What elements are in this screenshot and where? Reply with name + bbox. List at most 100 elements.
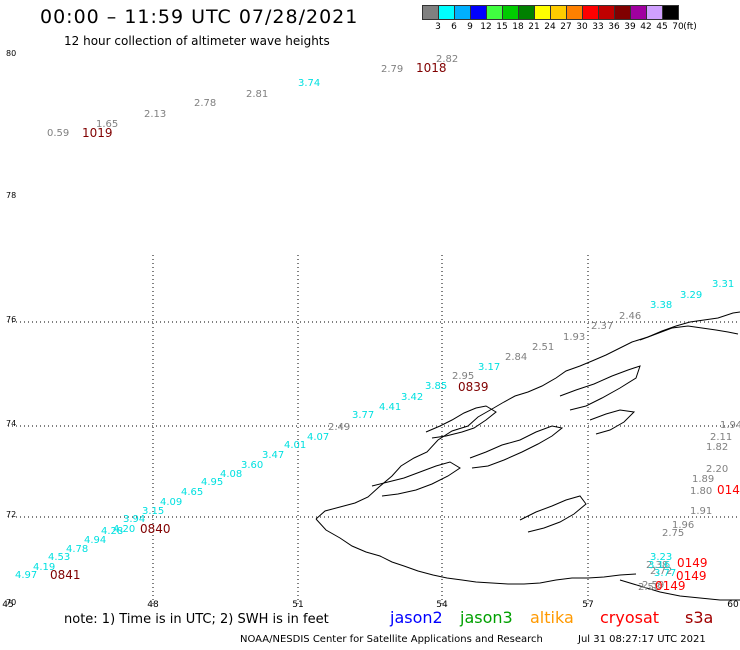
swh-label: 3.94 — [123, 514, 145, 525]
lat-label: 74 — [6, 419, 16, 428]
swh-label: 1.93 — [563, 332, 585, 343]
greenland-coastline — [315, 311, 740, 601]
swh-label: 4.07 — [307, 432, 329, 443]
legend-unit: (ft) — [683, 22, 697, 32]
legend-label: 21 — [528, 22, 540, 32]
swh-label: 2.38 — [646, 560, 668, 571]
swh-label: 4.28 — [101, 526, 123, 537]
time-label: 1018 — [416, 61, 447, 75]
swh-label: 4.95 — [201, 477, 223, 488]
fjord-7 — [519, 495, 587, 533]
fjord-4 — [559, 365, 641, 411]
swh-label: 2.59 — [642, 580, 664, 591]
legend-label: 33 — [592, 22, 604, 32]
swh-label: 2.51 — [532, 342, 554, 353]
fjord-5 — [639, 325, 739, 341]
swh-label: 0.59 — [47, 128, 69, 139]
legend-label: 6 — [451, 22, 457, 32]
legend-label: 70 — [672, 22, 684, 32]
swh-label: 3.74 — [298, 78, 320, 89]
coastline-inner — [315, 518, 637, 585]
swh-label: 4.97 — [15, 570, 37, 581]
swh-label: 2.46 — [619, 311, 641, 322]
legend-label: 27 — [560, 22, 572, 32]
swh-label: 3.15 — [142, 506, 164, 517]
time-label: 0841 — [50, 568, 81, 582]
swh-label: 2.13 — [144, 109, 166, 120]
lat-label: 78 — [6, 191, 16, 200]
swh-label: 2.81 — [246, 89, 268, 100]
sat-altika-label: altika — [530, 608, 574, 627]
time-label: 1019 — [82, 126, 113, 140]
legend-label: 36 — [608, 22, 620, 32]
color-legend: 3 6 9 12 15 18 21 24 27 30 33 36 39 42 45 70 (ft) — [422, 5, 740, 34]
swh-label: 4.78 — [66, 544, 88, 555]
swh-label: 3.31 — [712, 279, 734, 290]
legend-label: 39 — [624, 22, 636, 32]
legend-label: 42 — [640, 22, 652, 32]
time-label: 014 — [717, 483, 740, 497]
swh-label: 4.08 — [220, 469, 242, 480]
swh-label: 1.94 — [720, 420, 740, 431]
swh-label: 3.85 — [425, 381, 447, 392]
swh-label: 3.16 — [648, 560, 670, 571]
swh-label: 3.23 — [650, 552, 672, 563]
swh-label: 4.01 — [284, 440, 306, 451]
swh-label: 2.72 — [650, 566, 672, 577]
swh-label: 2.82 — [436, 54, 458, 65]
swh-label: 2.37 — [591, 321, 613, 332]
swh-label: 3.17 — [478, 362, 500, 373]
swh-label: 2.84 — [505, 352, 527, 363]
swh-label: 3.29 — [680, 290, 702, 301]
lat-label: 80 — [6, 49, 16, 58]
swh-label: 2.20 — [706, 464, 728, 475]
track-labels: 0.59 1.65 2.13 2.78 2.81 2.79 2.82 3.74 4.974.19… — [15, 54, 740, 593]
swh-label: 1.91 — [690, 506, 712, 517]
sat-s3a-label: s3a — [685, 608, 714, 627]
swh-label: 4.65 — [181, 487, 203, 498]
lat-label: 72 — [6, 510, 16, 519]
swh-label: 3.42 — [401, 392, 423, 403]
swh-label: 2.78 — [194, 98, 216, 109]
swh-label: 1.82 — [706, 442, 728, 453]
coastline-main — [315, 311, 740, 520]
swh-label: 3.38 — [650, 300, 672, 311]
sat-cryosat-label: cryosat — [600, 608, 660, 627]
swh-label: 1.96 — [672, 520, 694, 531]
time-label: 0839 — [458, 380, 489, 394]
legend-label: 45 — [656, 22, 668, 32]
fjord-2 — [469, 425, 564, 469]
swh-label: 2.11 — [710, 432, 732, 443]
lat-label: 76 — [6, 315, 16, 324]
swh-label: 1.89 — [692, 474, 714, 485]
sat-jason2-label: jason2 — [390, 608, 443, 627]
swh-label: 1.80 — [690, 486, 712, 497]
lat-label: 70 — [6, 598, 16, 607]
swh-label: 2.58 — [638, 582, 660, 593]
swh-label: 2.49 — [328, 422, 350, 433]
legend-label: 24 — [544, 22, 556, 32]
swh-label: 4.09 — [160, 497, 182, 508]
legend-labels: 3 6 9 12 15 18 21 24 27 30 33 36 39 42 45 70 (ft) — [422, 20, 740, 34]
axis-labels: 45 48 51 54 57 60 80 78 76 74 72 70 — [2, 49, 739, 610]
lon-label: 48 — [147, 600, 159, 610]
swh-label: 3.77 — [352, 410, 374, 421]
swh-label: 2.79 — [381, 64, 403, 75]
fjord-3 — [371, 461, 461, 497]
lon-label: 45 — [2, 600, 13, 610]
page-subtitle: 12 hour collection of altimeter wave hei… — [64, 34, 330, 48]
time-label: 0149 — [655, 579, 686, 593]
swh-label: 4.19 — [33, 562, 55, 573]
legend-label: 30 — [576, 22, 588, 32]
fjord-8 — [619, 579, 740, 601]
legend-swatches — [422, 5, 740, 20]
swh-label: 3.47 — [262, 450, 284, 461]
legend-label: 15 — [496, 22, 508, 32]
page-title: 00:00 – 11:59 UTC 07/28/2021 — [40, 6, 359, 28]
lon-label: 54 — [436, 600, 448, 610]
legend-label: 9 — [467, 22, 473, 32]
sat-jason3-label: jason3 — [460, 608, 513, 627]
legend-label: 18 — [512, 22, 524, 32]
fjord-6 — [589, 409, 636, 435]
